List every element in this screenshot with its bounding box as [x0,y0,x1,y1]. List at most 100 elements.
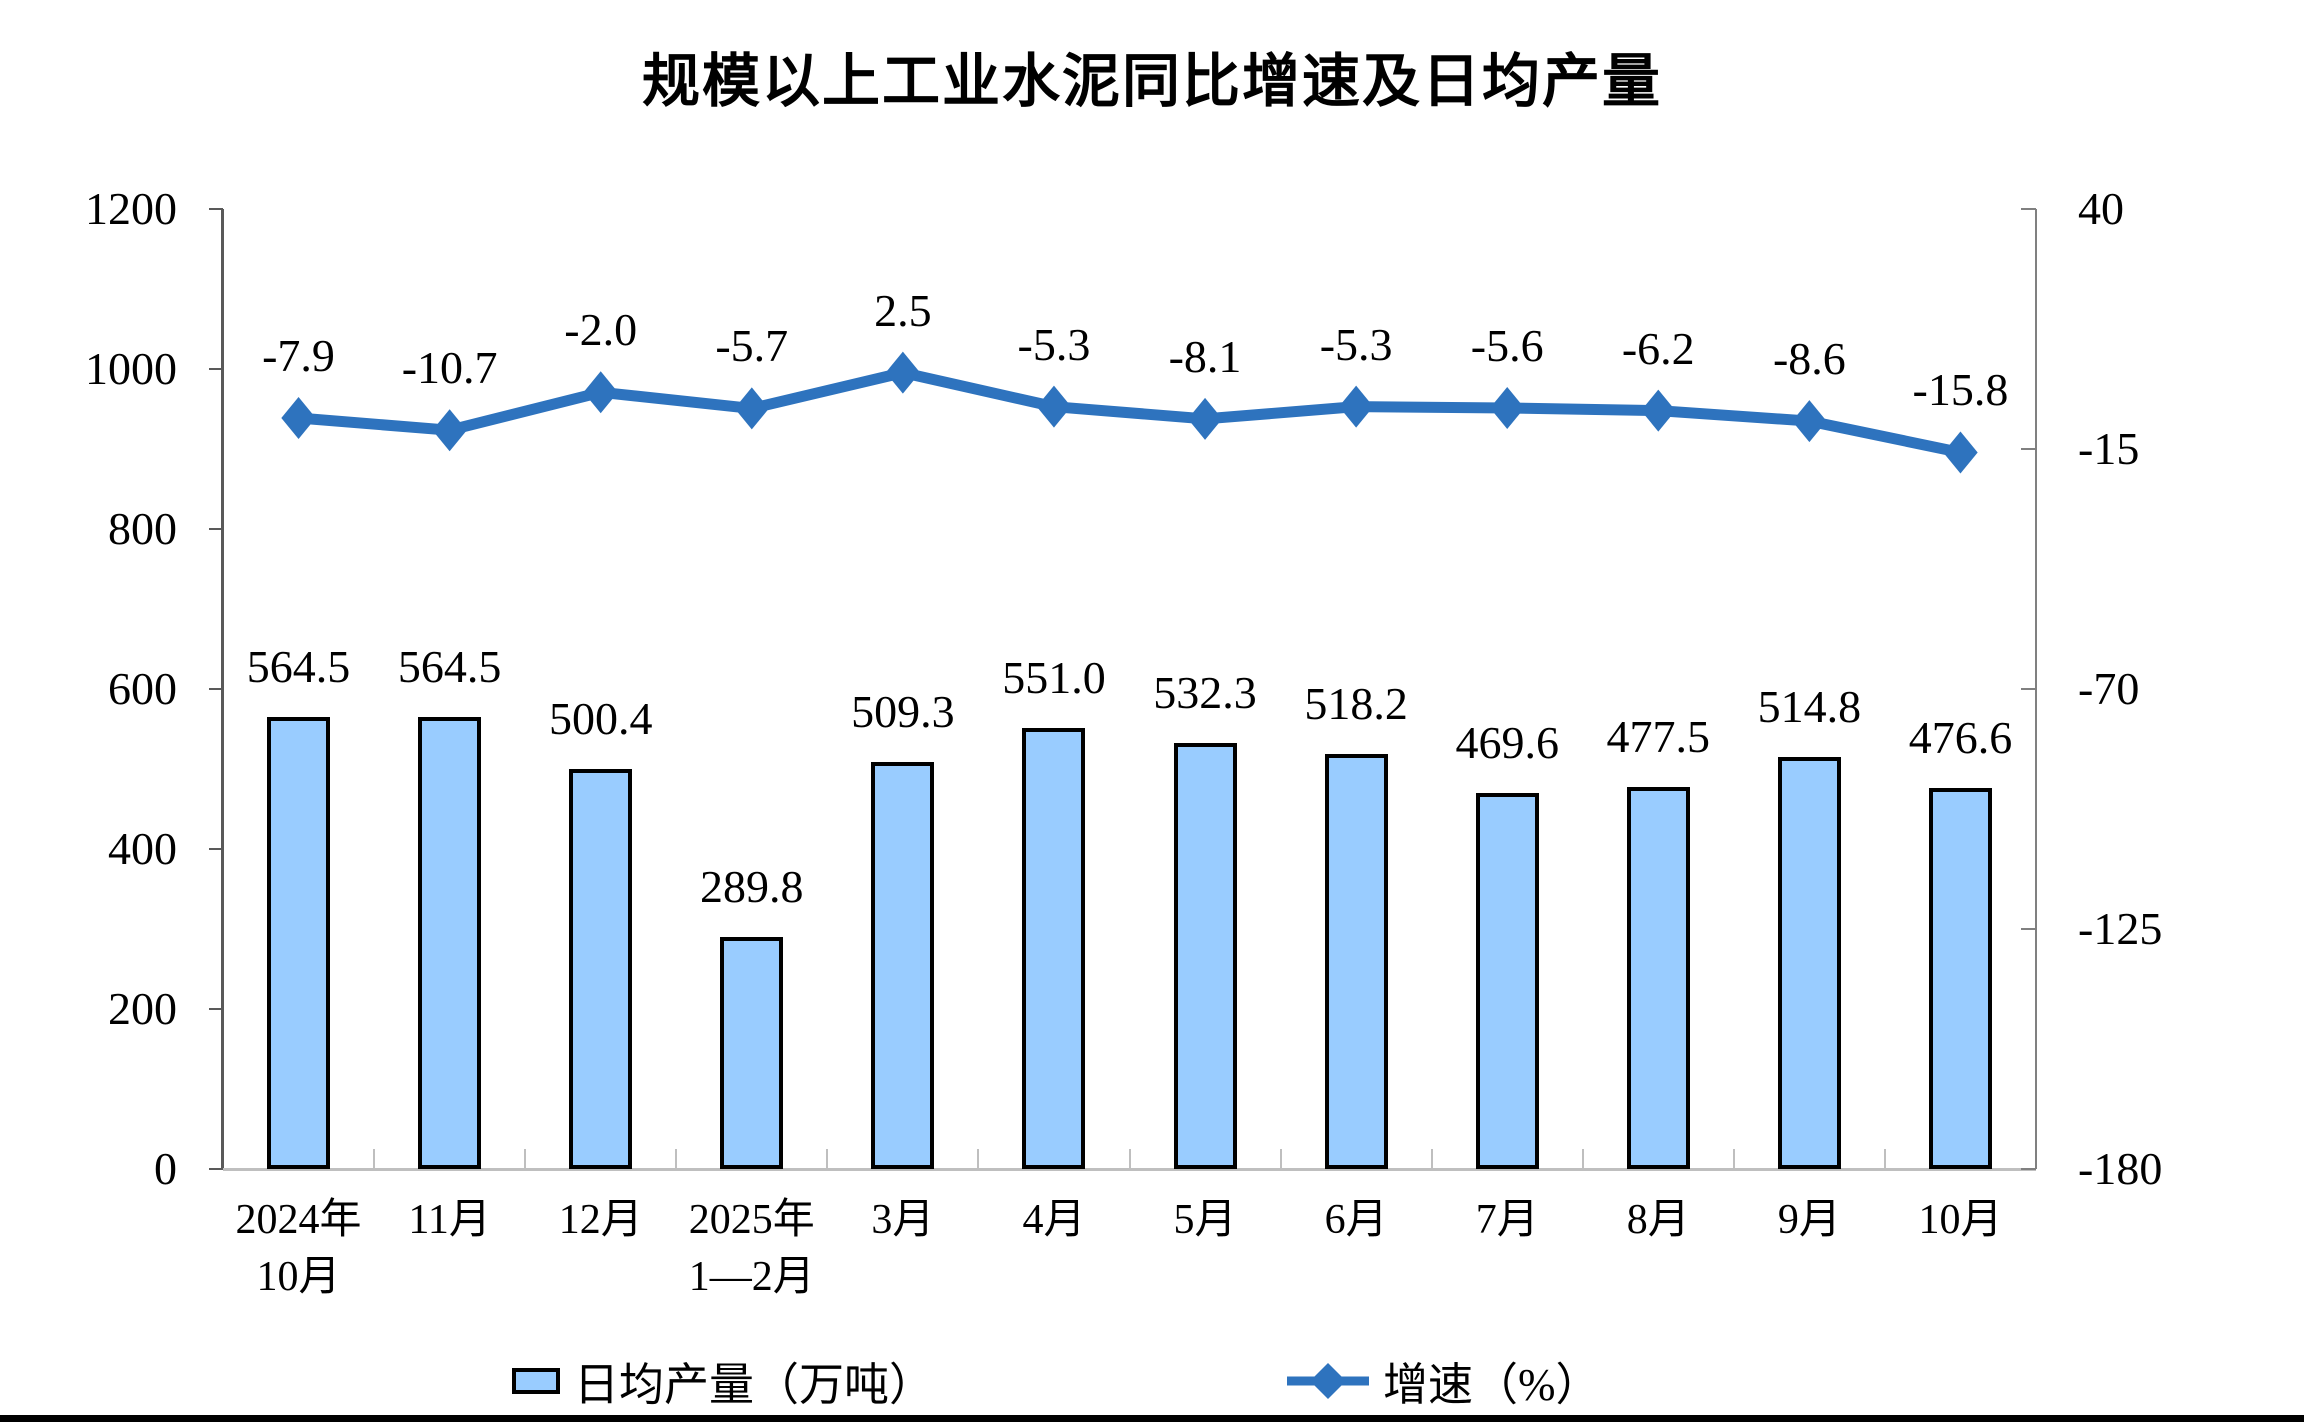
x-axis-category-label: 11月 [408,1197,491,1243]
line-point-label: -5.3 [1319,318,1393,370]
chart-legend: 日均产量（万吨） 增速（%） [0,1330,2304,1410]
y-axis-tick-label-right: -70 [2078,663,2140,714]
legend-bar-label: 日均产量（万吨） [574,1360,935,1410]
bar-value-label: 477.5 [1606,711,1711,762]
bar [720,937,784,1169]
right-axis-tick-mark [2021,208,2036,210]
line-point-label: 2.5 [874,284,932,336]
line-point-label: -5.3 [1017,318,1091,370]
bar [1626,787,1690,1169]
bar [1324,754,1388,1169]
left-axis-tick-mark [209,368,223,370]
legend-item-growth: 增速（%） [1285,1348,1601,1413]
y-axis-tick-label-left: 1200 [85,183,177,234]
y-axis-tick-label-left: 200 [108,983,177,1034]
diamond-marker [1943,431,1978,474]
bar-value-label: 289.8 [700,861,804,913]
legend-bar-swatch [512,1367,560,1394]
y-axis-tick-label-right: 40 [2078,183,2124,234]
line-point-label: -8.6 [1772,333,1846,385]
x-axis-tick-mark [524,1149,527,1169]
bar [1928,787,1992,1169]
diamond-marker [885,351,921,394]
x-axis [223,1168,2036,1171]
legend-line-label: 增速（%） [1383,1360,1601,1410]
x-axis-category-label: 5月 [1173,1197,1237,1243]
legend-item-daily-output: 日均产量（万吨） [512,1348,934,1413]
x-axis-category-label: 7月 [1475,1197,1539,1243]
bar-value-label: 500.4 [548,692,653,744]
bar-value-label: 564.5 [246,641,351,693]
diamond-marker [583,371,618,414]
line-point-label: -8.1 [1168,330,1242,382]
diamond-marker [1338,385,1374,428]
right-axis-tick-mark [2021,1168,2036,1170]
bar-value-label: 532.3 [1153,667,1257,719]
line-point-label: -15.8 [1912,364,2009,416]
y-axis-tick-label-left: 400 [108,823,177,874]
x-axis-category-label: 3月 [871,1197,935,1243]
y-axis-tick-label-right: -15 [2078,423,2140,474]
right-axis-tick-mark [2021,928,2036,930]
bar [569,768,633,1169]
x-axis-tick-mark [1430,1149,1433,1169]
x-axis-tick-mark [977,1149,980,1169]
x-axis-category-label: 8月 [1626,1197,1690,1243]
right-axis-tick-mark [2021,448,2036,450]
x-axis-category-label: 9月 [1777,1197,1841,1243]
x-axis-tick-mark [1279,1149,1282,1169]
left-axis-tick-mark [209,688,223,690]
diamond-marker [734,387,770,430]
left-axis-tick-mark [209,528,223,530]
diamond-marker [432,409,467,452]
x-axis-tick-mark [1128,1149,1131,1169]
growth-line-series [281,351,1978,474]
x-axis-category-label: 10月 [1918,1197,2003,1243]
x-axis-tick-mark [675,1149,678,1169]
left-axis-tick-mark [209,1168,223,1170]
bar-value-label: 564.5 [397,641,502,693]
bar [871,761,935,1169]
line-point-label: -5.7 [715,320,789,372]
diamond-marker [1187,397,1223,440]
x-axis-category-label: 4月 [1022,1197,1086,1243]
left-axis-tick-mark [209,1008,223,1010]
line-point-label: -5.6 [1470,319,1544,371]
bar-value-label: 551.0 [1002,652,1106,704]
y-axis-tick-label-left: 600 [108,663,177,714]
line-point-label: -2.0 [564,304,638,356]
growth-line [298,366,1962,458]
x-axis-category-label: 6月 [1324,1197,1388,1243]
legend-line-swatch [1287,1362,1369,1399]
x-axis-category-label: 12月 [558,1197,643,1243]
x-axis-category-label: 2024年 10月 [235,1197,362,1300]
left-axis-tick-mark [209,848,223,850]
y-axis-right [2035,209,2037,1169]
line-point-label: -7.9 [262,330,335,382]
line-point-label: -6.2 [1621,322,1695,374]
bar-value-label: 469.6 [1455,717,1559,769]
bar [267,717,331,1169]
bar-value-label: 518.2 [1304,678,1408,730]
x-axis-tick-mark [1883,1149,1886,1169]
diamond-marker [281,397,316,440]
diamond-marker [1792,400,1827,443]
y-axis-tick-label-right: -125 [2078,903,2163,954]
bar-value-label: 514.8 [1757,681,1862,733]
bar [1022,728,1086,1169]
bar-value-label: 509.3 [851,685,955,737]
bar [1173,743,1237,1169]
diamond-marker [1036,385,1072,428]
footer-rule [0,1415,2304,1422]
x-axis-tick-mark [1581,1149,1584,1169]
diamond-marker [1489,386,1525,429]
y-axis-tick-label-left: 0 [154,1143,177,1194]
left-axis-tick-mark [209,208,223,210]
bar [1475,793,1539,1169]
y-axis-tick-label-right: -180 [2078,1143,2163,1194]
bar [418,717,482,1169]
y-axis-tick-label-left: 1000 [85,343,177,394]
x-axis-tick-mark [826,1149,829,1169]
diamond-marker [1641,389,1676,432]
